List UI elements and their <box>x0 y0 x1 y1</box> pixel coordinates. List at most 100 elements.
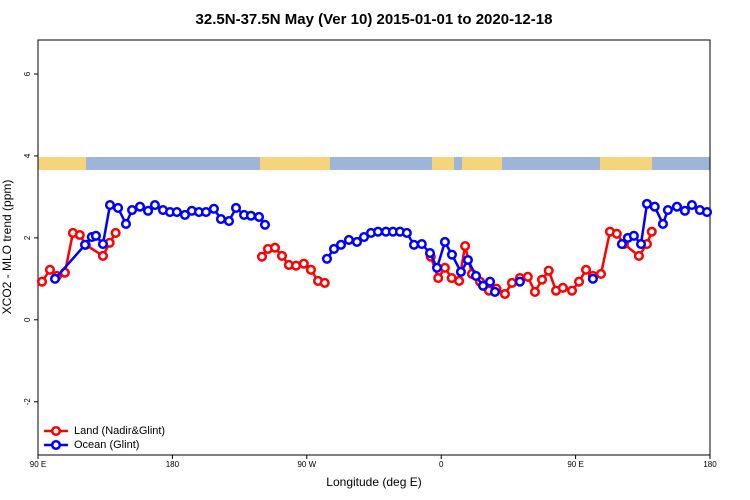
ocean-strip <box>38 157 710 170</box>
data-point <box>657 218 669 229</box>
data-point <box>431 262 443 273</box>
data-point <box>358 232 370 243</box>
x-tick-label: 90 W <box>297 460 316 469</box>
x-tick-label: 90 E <box>30 460 46 469</box>
data-point <box>44 264 55 275</box>
x-tick-label: 180 <box>703 460 717 469</box>
data-point <box>635 238 647 250</box>
land-strip <box>600 157 652 170</box>
data-point <box>455 266 466 277</box>
data-point <box>290 260 302 271</box>
data-point <box>686 200 697 211</box>
data-point <box>134 201 146 212</box>
land-strip <box>260 157 330 170</box>
data-point <box>522 271 533 282</box>
data-point <box>149 200 160 211</box>
data-point <box>104 200 116 211</box>
data-point <box>595 268 607 279</box>
data-point <box>557 282 568 293</box>
data-point <box>506 277 518 288</box>
data-point <box>143 205 154 216</box>
data-point <box>529 286 541 297</box>
legend-label: Land (Nadir&Glint) <box>74 425 165 437</box>
x-tick-label: 90 E <box>567 460 583 469</box>
data-point <box>343 234 354 245</box>
x-tick-label: 0 <box>439 460 444 469</box>
data-point <box>536 274 548 285</box>
data-point <box>230 202 242 214</box>
data-point <box>120 218 132 229</box>
data-point <box>616 238 627 250</box>
data-point <box>208 203 219 214</box>
x-axis-title: Longitude (deg E) <box>326 475 421 489</box>
data-point <box>401 227 412 239</box>
data-point <box>566 285 578 296</box>
data-point <box>259 219 271 230</box>
chart-title: 32.5N-37.5N May (Ver 10) 2015-01-01 to 2… <box>196 11 553 28</box>
data-point <box>573 276 585 287</box>
data-point <box>633 250 644 261</box>
data-point <box>305 264 317 275</box>
data-point <box>179 209 190 220</box>
y-tick-label: 6 <box>23 71 32 76</box>
data-point <box>671 201 683 212</box>
data-point <box>36 276 48 287</box>
data-point <box>298 258 309 269</box>
data-point <box>351 236 363 248</box>
data-point <box>253 211 265 223</box>
data-point <box>319 277 330 288</box>
data-point <box>171 207 182 218</box>
data-point <box>462 254 473 266</box>
data-point <box>424 247 436 259</box>
data-point <box>484 276 496 287</box>
data-point <box>460 241 471 252</box>
data-point <box>215 213 226 225</box>
data-point <box>110 227 121 239</box>
y-tick-label: 4 <box>23 153 32 158</box>
data-point <box>439 236 450 248</box>
data-point <box>543 265 554 276</box>
data-point <box>611 228 622 239</box>
data-point <box>439 262 450 273</box>
data-point <box>79 239 91 250</box>
data-point <box>433 272 444 284</box>
data-point <box>489 286 501 297</box>
data-point <box>701 207 713 218</box>
data-point <box>499 288 511 300</box>
data-point <box>328 243 340 254</box>
data-point <box>245 210 256 221</box>
data-point <box>470 270 482 282</box>
data-point <box>90 230 101 241</box>
y-tick-label: -2 <box>23 398 32 406</box>
data-point <box>416 238 427 250</box>
data-point <box>335 239 347 250</box>
data-point <box>646 226 657 237</box>
data-point <box>454 275 465 286</box>
data-point <box>74 229 85 241</box>
data-point <box>372 226 384 237</box>
data-point <box>223 216 235 227</box>
data-point <box>628 230 639 241</box>
plot-frame <box>37 39 711 456</box>
x-tick-label: 180 <box>166 460 180 469</box>
y-axis-title: XCO2 - MLO trend (ppm) <box>0 180 14 315</box>
land-strip <box>432 157 454 170</box>
data-point <box>97 238 109 250</box>
data-point <box>408 239 420 250</box>
data-point <box>112 202 124 214</box>
y-tick-label: 2 <box>23 235 32 240</box>
data-point <box>446 249 458 260</box>
data-point <box>321 253 333 264</box>
data-point <box>127 204 138 216</box>
land-strip <box>38 157 86 170</box>
land-strip <box>462 157 502 170</box>
y-tick-label: 0 <box>23 317 32 322</box>
data-point <box>649 201 660 212</box>
data-point <box>662 204 673 216</box>
data-point <box>641 198 653 209</box>
legend-marker <box>50 425 62 437</box>
data-point <box>514 276 525 287</box>
data-point <box>477 280 489 291</box>
